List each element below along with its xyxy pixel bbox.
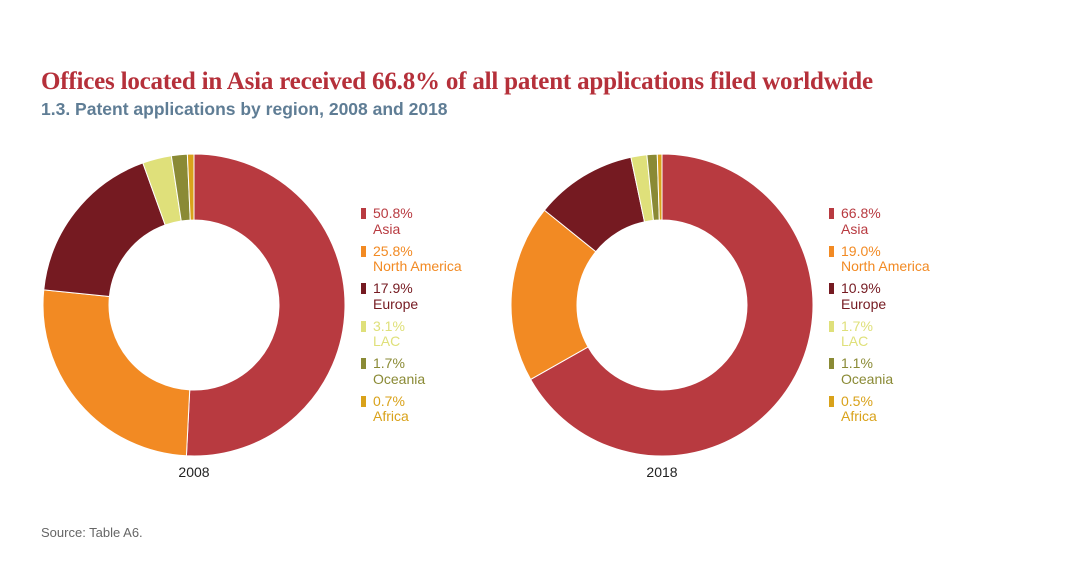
- slice-2008-africa: [186, 153, 195, 221]
- legend-2018: 66.8% Asia 19.0% North America 10.9% Europe 1.…: [829, 205, 930, 432]
- legend-value: 1.1%: [841, 355, 873, 372]
- legend-item-2018-north-america: 19.0% North America: [829, 242, 930, 282]
- donut-2018: [510, 153, 814, 457]
- legend-item-2008-europe: 17.9% Europe: [361, 281, 462, 319]
- legend-value: 19.0%: [841, 242, 881, 259]
- legend-swatch: [829, 245, 834, 257]
- slice-2008-north-america: [42, 289, 191, 457]
- legend-label: Europe: [373, 295, 419, 312]
- year-label-2018: 2018: [646, 464, 678, 480]
- legend-value: 66.8%: [841, 205, 881, 221]
- slice-2008-asia: [185, 153, 346, 457]
- chart-subtitle: 1.3. Patent applications by region, 2008…: [41, 99, 448, 119]
- legend-item-2018-lac: 1.7% LAC: [829, 317, 930, 357]
- legend-value: 10.9%: [841, 280, 881, 297]
- legend-label: North America: [373, 258, 462, 275]
- legend-item-2008-oceania: 1.7% Oceania: [361, 356, 462, 394]
- legend-label: Africa: [373, 408, 409, 425]
- legend-label: Asia: [373, 220, 401, 237]
- legend-swatch: [829, 283, 834, 295]
- legend-value: 1.7%: [841, 317, 873, 334]
- legend-label: North America: [841, 258, 930, 275]
- legend-swatch: [361, 283, 366, 295]
- legend-label: Oceania: [373, 370, 426, 387]
- legend-value: 0.7%: [373, 392, 405, 409]
- legend-label: Oceania: [841, 370, 894, 387]
- legend-item-2018-europe: 10.9% Europe: [829, 281, 930, 319]
- legend-swatch: [829, 320, 834, 332]
- slice-2008-europe: [43, 162, 166, 298]
- legend-item-2008-lac: 3.1% LAC: [361, 317, 462, 357]
- legend-value: 3.1%: [373, 317, 405, 334]
- slice-2018-asia: [529, 153, 814, 457]
- legend-label: Africa: [841, 408, 877, 425]
- legend-2008: 50.8% Asia 25.8% North America 17.9% Europe 3.…: [361, 205, 462, 432]
- legend-swatch: [361, 395, 366, 407]
- legend-value: 1.7%: [373, 355, 405, 372]
- source-note: Source: Table A6.: [41, 525, 143, 540]
- legend-item-2018-oceania: 1.1% Oceania: [829, 356, 930, 394]
- legend-swatch: [361, 358, 366, 370]
- legend-swatch: [829, 395, 834, 407]
- legend-label: LAC: [373, 333, 401, 350]
- legend-label: Europe: [841, 295, 887, 312]
- legend-item-2018-asia: 66.8% Asia: [829, 205, 930, 244]
- legend-label: Asia: [841, 220, 869, 237]
- legend-swatch: [829, 358, 834, 370]
- legend-item-2018-africa: 0.5% Africa: [829, 392, 930, 432]
- slice-2018-africa: [656, 153, 663, 221]
- legend-value: 0.5%: [841, 392, 873, 409]
- legend-value: 17.9%: [373, 280, 413, 297]
- legend-value: 25.8%: [373, 242, 413, 259]
- chart-headline: Offices located in Asia received 66.8% o…: [41, 68, 873, 95]
- year-label-2008: 2008: [178, 464, 210, 480]
- legend-swatch: [829, 208, 834, 219]
- legend-swatch: [361, 245, 366, 257]
- donut-2008: [42, 153, 346, 457]
- legend-item-2008-africa: 0.7% Africa: [361, 392, 462, 432]
- legend-item-2008-asia: 50.8% Asia: [361, 205, 462, 244]
- legend-swatch: [361, 320, 366, 332]
- legend-item-2008-north-america: 25.8% North America: [361, 242, 462, 282]
- legend-value: 50.8%: [373, 205, 413, 221]
- legend-swatch: [361, 208, 366, 219]
- legend-label: LAC: [841, 333, 869, 350]
